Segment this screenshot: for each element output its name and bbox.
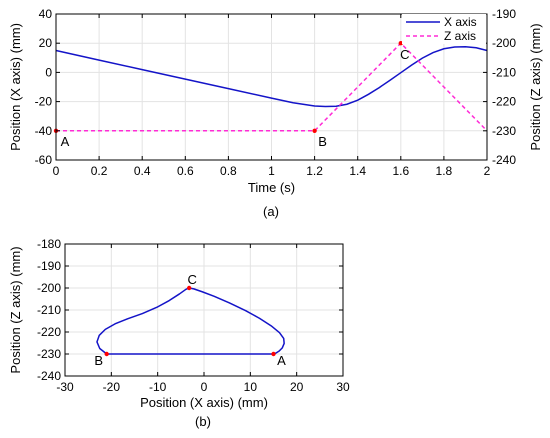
point-label-a: A xyxy=(277,353,286,368)
x-tick-label: 0.2 xyxy=(91,164,108,178)
y-right-tick-label: -210 xyxy=(492,65,516,79)
x-axis-label: Position (X axis) (mm) xyxy=(140,395,268,410)
caption-b: (b) xyxy=(195,414,211,429)
y-left-axis-label: Position (X axis) (mm) xyxy=(8,23,23,151)
trajectory-line xyxy=(96,287,285,355)
x-tick-label: 1.4 xyxy=(349,164,366,178)
x-tick-label: 2 xyxy=(484,164,491,178)
point-label-c: C xyxy=(187,272,196,287)
x-axis-series-line xyxy=(55,45,488,108)
x-tick-label: 0.6 xyxy=(177,164,194,178)
y-tick-label: -240 xyxy=(37,369,61,383)
point-marker-a xyxy=(271,351,276,357)
y-tick-label: -210 xyxy=(37,303,61,317)
y-right-axis-label: Position (Z axis) (mm) xyxy=(528,23,543,150)
chart-a: A BC0 0.2 0.4 0.6 0.8 1 1.2 1.4 1.6 1.8 2-60-40-200… xyxy=(8,7,543,219)
y-right-tick-label: -200 xyxy=(492,36,516,50)
x-tick-label: 10 xyxy=(244,380,258,394)
point-marker-c xyxy=(398,41,403,46)
x-tick-label: 0 xyxy=(53,164,60,178)
x-tick-label: -10 xyxy=(149,380,167,394)
x-tick-label: 0.8 xyxy=(220,164,237,178)
y-left-tick-label: 40 xyxy=(39,7,53,21)
x-tick-label: 1.8 xyxy=(436,164,453,178)
x-tick-label: 1.6 xyxy=(392,164,409,178)
x-tick-label: 1 xyxy=(268,164,275,178)
legend-box xyxy=(402,14,486,44)
chart-b: A B C -30 -20 -10 0 10 20 30 -240 -230 -220 -210 -200 -… xyxy=(8,237,350,429)
y-tick-label: -190 xyxy=(37,259,61,273)
x-axis-label: Time (s) xyxy=(248,180,295,195)
point-label-c: C xyxy=(400,47,409,62)
x-tick-label: 30 xyxy=(336,380,350,394)
x-tick-label: 20 xyxy=(290,380,304,394)
y-left-tick-label: 20 xyxy=(39,36,53,50)
y-left-tick-label: 0 xyxy=(45,65,52,79)
y-left-tick-label: -20 xyxy=(35,95,53,109)
legend-label-x-axis: X axis xyxy=(444,15,477,29)
point-marker-c xyxy=(186,285,192,291)
y-right-tick-label: -220 xyxy=(492,95,516,109)
y-right-tick-label: -240 xyxy=(492,153,516,167)
point-label-b: B xyxy=(94,353,103,368)
y-left-tick-label: -60 xyxy=(35,153,53,167)
y-axis-label: Position (Z axis) (mm) xyxy=(8,246,23,373)
caption-a: (a) xyxy=(263,204,279,219)
x-tick-label: 1.2 xyxy=(306,164,323,178)
y-right-tick-label: -230 xyxy=(492,124,516,138)
point-label-a: A xyxy=(61,134,70,149)
x-tick-label: 0.4 xyxy=(134,164,151,178)
y-right-tick-label: -190 xyxy=(492,7,516,21)
point-label-b: B xyxy=(318,134,327,149)
y-tick-label: -200 xyxy=(37,281,61,295)
x-tick-label: -20 xyxy=(103,380,121,394)
z-axis-series-line xyxy=(56,42,488,132)
y-left-tick-label: -40 xyxy=(35,124,53,138)
x-tick-label: -30 xyxy=(56,380,74,394)
legend-label-z-axis: Z axis xyxy=(444,29,476,43)
y-tick-label: -220 xyxy=(37,325,61,339)
point-marker-b xyxy=(104,351,109,357)
x-tick-label: 0 xyxy=(201,380,208,394)
y-tick-label: -230 xyxy=(37,347,61,361)
point-marker-b xyxy=(312,128,317,133)
y-tick-label: -180 xyxy=(37,237,61,251)
